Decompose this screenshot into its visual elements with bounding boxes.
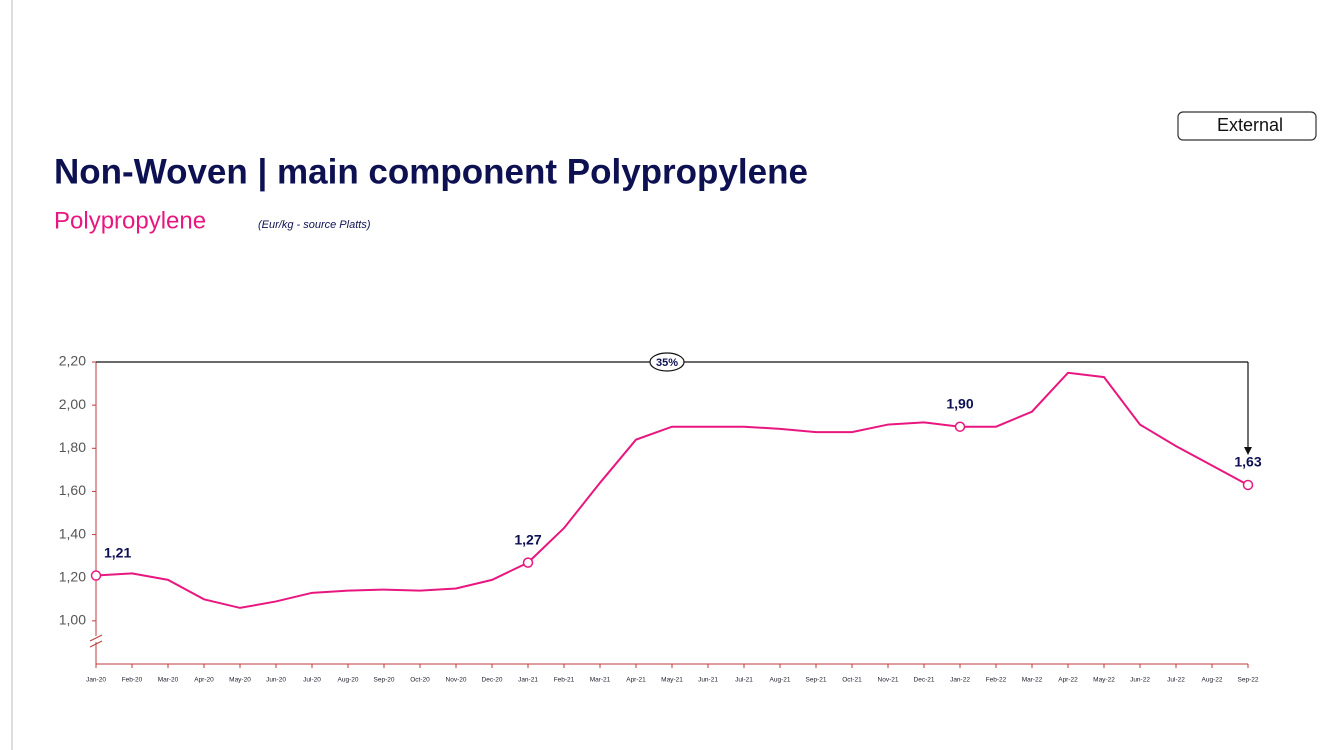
x-tick-label: Apr-20 <box>194 677 214 684</box>
line <box>95 371 1249 609</box>
x-tick-label: May-20 <box>229 677 251 684</box>
x-tick-label: Oct-21 <box>842 677 862 684</box>
annotation: 35% <box>656 357 678 369</box>
point <box>90 570 102 581</box>
x-tick-label: Mar-20 <box>158 677 179 684</box>
x-tick-label: Jun-22 <box>1130 677 1150 684</box>
x-tick-label: Sep-21 <box>806 677 827 684</box>
x-tick-label: Jul-21 <box>735 677 753 684</box>
point <box>954 421 966 432</box>
annotation-box <box>649 352 685 372</box>
y-tick-label: 1,00 <box>59 612 86 628</box>
x-tick-label: Oct-20 <box>410 677 430 684</box>
y-tick-label: 1,40 <box>59 525 86 541</box>
chart-title: Non-Woven | main component Polypropylene <box>54 152 808 191</box>
x-tick-label: Jan-21 <box>518 677 538 684</box>
x-tick-label: Aug-22 <box>1202 677 1223 684</box>
x-tick-label: Apr-21 <box>626 677 646 684</box>
x-tick-label: Feb-20 <box>122 677 143 684</box>
x-tick-label: Dec-20 <box>482 677 503 684</box>
y-tick-label: 2,20 <box>59 353 86 369</box>
axis-break-gap <box>90 636 102 642</box>
x-tick-label: Nov-20 <box>446 677 467 684</box>
x-tick-label: May-22 <box>1093 677 1115 684</box>
x-tick-label: Jul-20 <box>303 677 321 684</box>
y-tick-label: 1,60 <box>59 482 86 498</box>
axis-break <box>89 634 103 642</box>
data-label: 1,63 <box>1234 454 1261 470</box>
x-tick-label: Nov-21 <box>878 677 899 684</box>
point <box>1242 479 1254 491</box>
data-label: 1,21 <box>104 544 131 560</box>
axis-break <box>89 640 103 648</box>
x-tick-label: Feb-22 <box>986 677 1007 684</box>
chart-note: (Eur/kg - source Platts) <box>258 219 371 231</box>
x-tick-label: Jan-22 <box>950 677 970 684</box>
badge: External <box>1217 115 1283 135</box>
data-label: 1,90 <box>946 395 973 411</box>
badge-box <box>1177 111 1317 141</box>
x-tick-label: Dec-21 <box>914 677 935 684</box>
x-tick-label: Jan-20 <box>86 677 106 684</box>
x-tick-label: Mar-22 <box>1022 677 1043 684</box>
x-tick-label: May-21 <box>661 677 683 684</box>
x-tick-label: Mar-21 <box>590 677 611 684</box>
x-tick-label: Feb-21 <box>554 677 575 684</box>
x-tick-label: Aug-21 <box>770 677 791 684</box>
y-tick-label: 1,20 <box>59 568 86 584</box>
x-tick-label: Apr-22 <box>1058 677 1078 684</box>
y-tick-label: 2,00 <box>59 396 86 412</box>
x-tick-label: Sep-22 <box>1238 677 1259 684</box>
x-tick-label: Aug-20 <box>338 677 359 684</box>
x-tick-label: Jun-21 <box>698 677 718 684</box>
data-label: 1,27 <box>514 531 541 547</box>
x-tick-label: Jun-20 <box>266 677 286 684</box>
chart-subtitle: Polypropylene <box>54 207 206 234</box>
y-tick-label: 1,80 <box>59 439 86 455</box>
x-tick-label: Jul-22 <box>1167 677 1185 684</box>
bracket-arrow <box>1244 446 1252 455</box>
point <box>522 557 534 568</box>
x-tick-label: Sep-20 <box>374 677 395 684</box>
